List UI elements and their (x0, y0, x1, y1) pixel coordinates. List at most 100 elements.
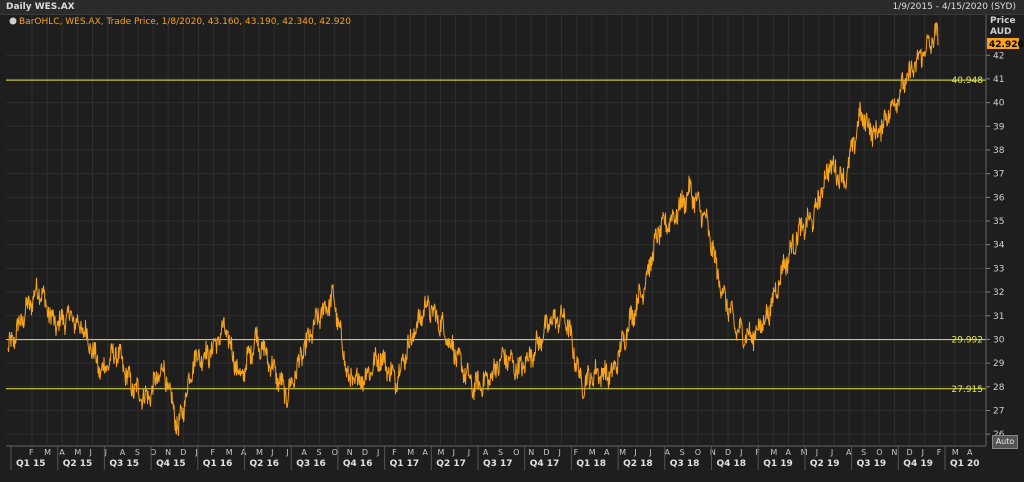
last-price-label: 42.920 (989, 40, 1024, 50)
y-tick-label: 27 (993, 406, 1004, 416)
chart-header: Daily WES.AX 1/9/2015 - 4/15/2020 (SYD) (0, 0, 1024, 15)
x-month-label: N (710, 448, 716, 457)
x-month-label: F (574, 448, 579, 457)
x-month-label: D (362, 448, 368, 457)
x-month-label: M (74, 448, 81, 457)
x-month-label: J (830, 448, 833, 457)
x-month-label: J (815, 448, 818, 457)
x-month-label: N (891, 448, 897, 457)
grid (6, 15, 986, 446)
x-quarter-label: Q3 18 (670, 459, 700, 469)
x-quarter-label: Q1 15 (16, 459, 46, 469)
date-range: 1/9/2015 - 4/15/2020 (SYD) (892, 2, 1016, 12)
x-quarter-label: Q3 17 (483, 459, 513, 469)
legend-icon[interactable] (9, 17, 17, 25)
y-tick-label: 36 (993, 193, 1005, 203)
x-month-label: J (194, 448, 197, 457)
y-tick-label: 38 (993, 146, 1005, 156)
x-quarter-label: Q1 19 (763, 459, 793, 469)
legend-text: BarOHLC, WES.AX, Trade Price, 1/8/2020, … (19, 17, 351, 27)
x-month-label: N (528, 448, 534, 457)
x-month-label: A (301, 448, 307, 457)
x-quarter-label: Q2 18 (623, 459, 653, 469)
x-month-label: M (226, 448, 233, 457)
y-tick-label: 29 (993, 359, 1005, 369)
x-month-label: D (543, 448, 549, 457)
x-month-label: M (407, 448, 414, 457)
x-month-label: J (285, 448, 288, 457)
x-month-label: O (150, 448, 156, 457)
x-month-label: F (29, 448, 34, 457)
y-tick-label: 28 (993, 383, 1005, 393)
x-quarter-label: Q4 15 (156, 459, 186, 469)
y-tick-label: 34 (993, 241, 1005, 251)
x-month-label: D (907, 448, 913, 457)
chart-title: Daily WES.AX (6, 2, 75, 12)
x-month-label: O (513, 448, 519, 457)
y-axis-title-currency: AUD (990, 27, 1011, 37)
x-month-label: J (270, 448, 273, 457)
x-month-label: J (633, 448, 636, 457)
x-month-label: J (376, 448, 379, 457)
x-quarter-label: Q3 15 (109, 459, 139, 469)
x-quarter-label: Q2 19 (810, 459, 840, 469)
x-month-label: D (725, 448, 731, 457)
x-quarter-label: Q3 16 (296, 459, 326, 469)
y-tick-label: 30 (993, 335, 1005, 345)
x-month-label: F (392, 448, 397, 457)
last-price-marker: 42.920 (987, 38, 1024, 50)
x-month-label: O (332, 448, 338, 457)
x-month-label: A (120, 448, 126, 457)
x-month-label: S (498, 448, 503, 457)
x-month-label: M (619, 448, 626, 457)
x-month-label: M (44, 448, 51, 457)
x-quarter-label: Q4 19 (903, 459, 933, 469)
x-month-label: J (558, 448, 561, 457)
x-month-label: A (422, 448, 428, 457)
x-month-label: A (664, 448, 670, 457)
x-month-label: J (104, 448, 107, 457)
y-tick-label: 32 (993, 288, 1004, 298)
x-quarter-label: Q4 17 (530, 459, 560, 469)
y-tick-label: 33 (993, 264, 1004, 274)
horizontal-line-label: 40.948 (952, 76, 984, 86)
x-quarter-label: Q2 17 (436, 459, 466, 469)
x-month-label: A (967, 448, 973, 457)
x-month-label: S (861, 448, 866, 457)
x-month-label: J (89, 448, 92, 457)
y-tick-label: 35 (993, 217, 1004, 227)
y-tick-label: 41 (993, 75, 1004, 85)
x-month-label: A (483, 448, 489, 457)
x-month-label: S (135, 448, 140, 457)
x-quarter-label: Q4 16 (343, 459, 373, 469)
x-month-label: A (59, 448, 65, 457)
x-quarter-label: Q2 16 (250, 459, 280, 469)
x-quarter-label: Q4 18 (717, 459, 747, 469)
x-month-label: J (452, 448, 455, 457)
y-tick-label: 39 (993, 122, 1005, 132)
x-month-label: M (801, 448, 808, 457)
x-month-label: M (256, 448, 263, 457)
x-month-label: O (695, 448, 701, 457)
y-tick-label: 40 (993, 99, 1005, 109)
horizontal-line-label: 29.992 (952, 336, 984, 346)
x-month-label: M (589, 448, 596, 457)
x-month-label: N (165, 448, 171, 457)
x-quarter-label: Q1 18 (576, 459, 606, 469)
price-series (7, 22, 939, 437)
auto-scale-button[interactable]: Auto (992, 435, 1018, 449)
y-tick-label: 42 (993, 51, 1004, 61)
x-month-label: F (211, 448, 216, 457)
x-month-label: A (241, 448, 247, 457)
x-quarter-label: Q2 15 (63, 459, 93, 469)
horizontal-line-label: 27.915 (952, 385, 984, 395)
x-month-label: J (739, 448, 742, 457)
x-month-label: M (770, 448, 777, 457)
x-quarter-label: Q1 16 (203, 459, 233, 469)
x-month-label: A (846, 448, 852, 457)
x-quarter-label: Q1 17 (390, 459, 420, 469)
x-month-label: A (786, 448, 792, 457)
